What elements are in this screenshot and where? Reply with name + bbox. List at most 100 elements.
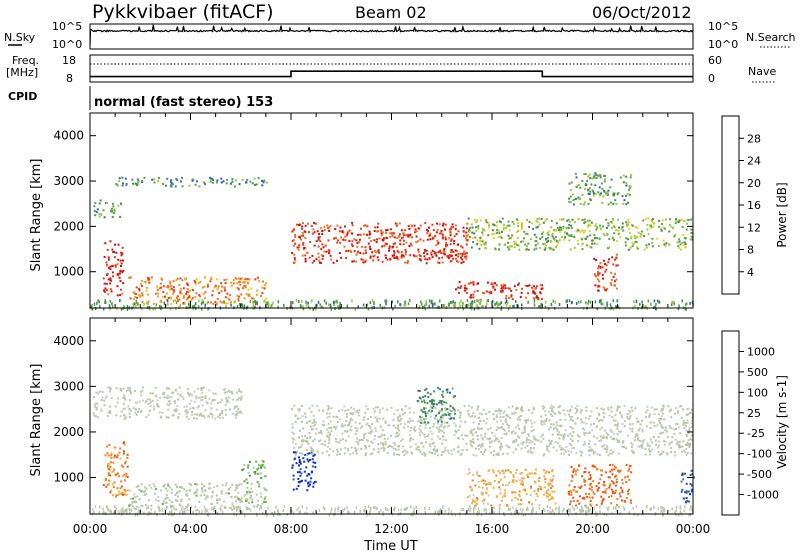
velocity-cell bbox=[492, 469, 495, 472]
power-cell bbox=[210, 276, 213, 279]
power-cell bbox=[140, 307, 143, 311]
power-cell bbox=[490, 290, 493, 293]
velocity-cell bbox=[428, 443, 431, 446]
power-cell bbox=[579, 203, 582, 205]
velocity-cell bbox=[123, 417, 126, 420]
velocity-cell bbox=[335, 415, 338, 418]
velocity-cell bbox=[501, 445, 504, 448]
power-cell bbox=[230, 303, 232, 307]
velocity-cell bbox=[431, 409, 433, 412]
velocity-cell bbox=[224, 403, 227, 406]
velocity-cell bbox=[216, 498, 219, 501]
velocity-cell bbox=[376, 406, 379, 409]
velocity-cell bbox=[261, 502, 264, 505]
velocity-cell bbox=[187, 503, 190, 506]
velocity-cell bbox=[666, 436, 669, 439]
power-cell bbox=[236, 282, 239, 285]
power-cell bbox=[558, 239, 561, 242]
velocity-cell bbox=[198, 413, 201, 416]
power-cell bbox=[610, 226, 613, 229]
velocity-cell bbox=[530, 422, 533, 425]
power-cell bbox=[687, 218, 690, 221]
power-cell bbox=[517, 304, 519, 308]
power-cell bbox=[217, 285, 220, 288]
velocity-cell bbox=[476, 435, 479, 437]
velocity-cell bbox=[626, 413, 629, 416]
velocity-cell bbox=[213, 399, 216, 401]
velocity-cell bbox=[571, 435, 574, 437]
power-cell bbox=[137, 302, 139, 306]
velocity-cell bbox=[668, 425, 671, 427]
power-cell bbox=[501, 217, 504, 220]
power-cell bbox=[577, 229, 580, 232]
velocity-cell bbox=[378, 411, 381, 414]
velocity-cell bbox=[168, 499, 171, 502]
power-cell bbox=[355, 260, 358, 263]
power-cell bbox=[520, 228, 523, 231]
power-cell bbox=[465, 231, 468, 234]
power-cell bbox=[293, 253, 296, 256]
velocity-cell bbox=[595, 504, 598, 506]
velocity-cell bbox=[298, 429, 301, 432]
power-cell bbox=[555, 222, 558, 225]
power-cell bbox=[292, 244, 295, 247]
velocity-cell bbox=[263, 487, 266, 490]
power-cell bbox=[568, 201, 571, 204]
velocity-cell bbox=[314, 466, 317, 469]
power-cell bbox=[454, 228, 457, 230]
power-cell bbox=[211, 289, 214, 292]
power-cell bbox=[582, 307, 585, 311]
power-cell bbox=[161, 183, 164, 185]
velocity-cell bbox=[136, 495, 139, 498]
power-cell bbox=[396, 237, 399, 240]
power-cell bbox=[455, 254, 457, 256]
velocity-cell bbox=[571, 474, 574, 477]
power-cell bbox=[534, 240, 537, 242]
velocity-cell bbox=[230, 507, 233, 511]
velocity-cell bbox=[427, 412, 429, 415]
velocity-cell bbox=[583, 496, 585, 499]
velocity-cell bbox=[611, 416, 614, 419]
velocity-cell bbox=[122, 475, 125, 478]
velocity-cell bbox=[194, 490, 197, 493]
velocity-cell bbox=[476, 503, 478, 505]
velocity-cell bbox=[555, 449, 558, 452]
velocity-cell bbox=[500, 444, 503, 447]
velocity-cell bbox=[574, 470, 577, 473]
velocity-cell bbox=[240, 395, 243, 398]
velocity-cell bbox=[686, 452, 689, 455]
velocity-cell bbox=[249, 496, 252, 499]
velocity-cell bbox=[429, 415, 432, 418]
velocity-cell bbox=[196, 387, 199, 390]
velocity-cell bbox=[551, 490, 554, 493]
velocity-cell bbox=[373, 411, 376, 414]
power-cell bbox=[464, 287, 466, 290]
velocity-cell bbox=[550, 497, 553, 500]
velocity-cell bbox=[453, 433, 456, 436]
velocity-cell bbox=[357, 440, 360, 443]
velocity-data-layer bbox=[91, 386, 695, 517]
velocity-cell bbox=[408, 417, 411, 420]
power-cell bbox=[108, 266, 110, 269]
power-cell bbox=[364, 260, 367, 263]
velocity-cell bbox=[296, 471, 299, 474]
power-cell bbox=[293, 261, 296, 264]
power-cell bbox=[212, 179, 215, 182]
velocity-cell bbox=[410, 505, 412, 509]
power-cell bbox=[413, 224, 416, 227]
power-cell bbox=[633, 235, 636, 238]
velocity-cell bbox=[354, 433, 357, 436]
velocity-cell bbox=[512, 479, 515, 482]
velocity-cell bbox=[589, 508, 592, 512]
power-cell bbox=[656, 299, 659, 303]
velocity-cell bbox=[200, 483, 203, 485]
power-cell bbox=[600, 302, 603, 306]
velocity-cell bbox=[497, 451, 500, 454]
power-cell bbox=[98, 202, 101, 205]
power-cell bbox=[602, 233, 605, 236]
velocity-cell bbox=[576, 404, 579, 407]
power-cell bbox=[169, 307, 172, 311]
velocity-cell bbox=[617, 430, 620, 433]
power-cell bbox=[179, 277, 182, 280]
power-cell bbox=[558, 229, 561, 231]
